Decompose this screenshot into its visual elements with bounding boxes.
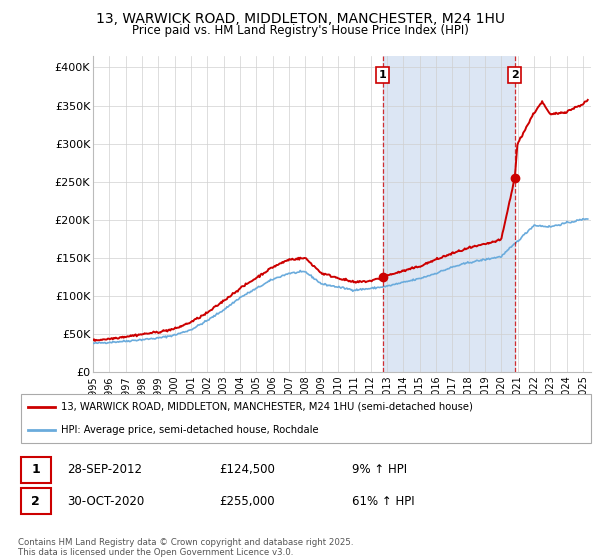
Text: 1: 1	[379, 70, 386, 80]
Text: £124,500: £124,500	[220, 463, 275, 477]
Text: 61% ↑ HPI: 61% ↑ HPI	[352, 494, 415, 508]
Text: 1: 1	[31, 463, 40, 477]
Text: Price paid vs. HM Land Registry's House Price Index (HPI): Price paid vs. HM Land Registry's House …	[131, 24, 469, 36]
FancyBboxPatch shape	[21, 488, 51, 514]
Text: 2: 2	[511, 70, 518, 80]
Text: 13, WARWICK ROAD, MIDDLETON, MANCHESTER, M24 1HU (semi-detached house): 13, WARWICK ROAD, MIDDLETON, MANCHESTER,…	[61, 402, 473, 412]
Text: Contains HM Land Registry data © Crown copyright and database right 2025.
This d: Contains HM Land Registry data © Crown c…	[18, 538, 353, 557]
FancyBboxPatch shape	[21, 457, 51, 483]
Text: 13, WARWICK ROAD, MIDDLETON, MANCHESTER, M24 1HU: 13, WARWICK ROAD, MIDDLETON, MANCHESTER,…	[95, 12, 505, 26]
Text: 30-OCT-2020: 30-OCT-2020	[67, 494, 144, 508]
Text: 28-SEP-2012: 28-SEP-2012	[67, 463, 142, 477]
Text: 9% ↑ HPI: 9% ↑ HPI	[352, 463, 407, 477]
Text: HPI: Average price, semi-detached house, Rochdale: HPI: Average price, semi-detached house,…	[61, 425, 319, 435]
Bar	[383, 56, 515, 372]
Text: £255,000: £255,000	[220, 494, 275, 508]
Text: 2: 2	[31, 494, 40, 508]
FancyBboxPatch shape	[21, 394, 591, 443]
